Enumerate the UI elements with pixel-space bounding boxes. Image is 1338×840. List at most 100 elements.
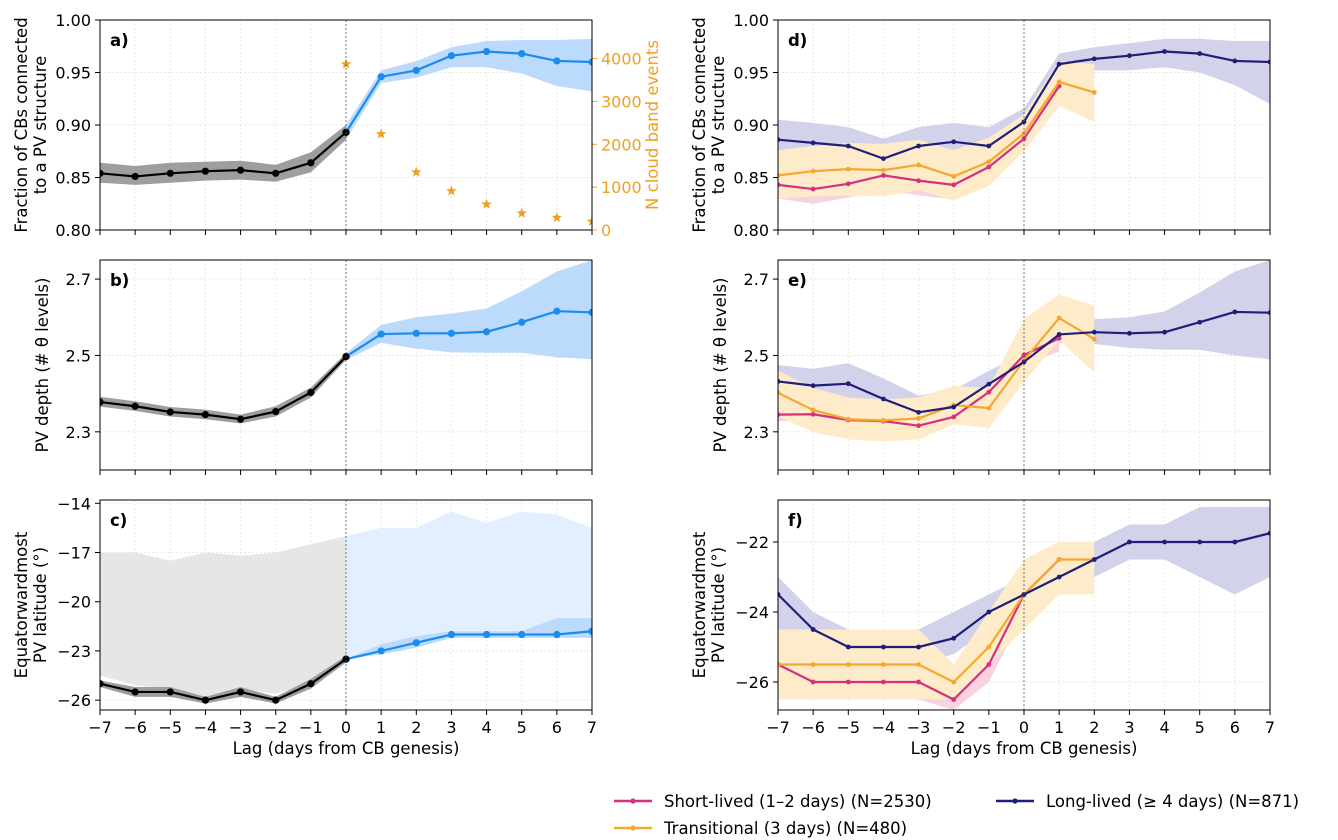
legend-label: Transitional (3 days) (N=480) <box>663 819 907 838</box>
x-tick-label: 3 <box>1124 718 1134 737</box>
x-axis-label: Lag (days from CB genesis) <box>911 739 1138 758</box>
pre-series-point <box>201 696 210 704</box>
series-0-point <box>1127 539 1132 545</box>
series-1-point <box>1021 352 1027 358</box>
panel-a: 0 1000 2000 3000 4000 N cloud band events 0.80… <box>12 11 662 240</box>
post-series-point <box>482 328 491 336</box>
y2-axis-label: N cloud band events <box>643 40 662 210</box>
x-tick-label: 7 <box>1265 718 1275 737</box>
x-tick-label: 1 <box>1054 718 1064 737</box>
panel-letter: c) <box>110 511 127 530</box>
series-2-point <box>986 405 992 411</box>
x-tick-label: 0 <box>341 718 351 737</box>
pre-series-point <box>236 166 245 174</box>
pre-series-point <box>100 680 104 688</box>
panel-letter: b) <box>110 271 129 290</box>
series-1-point <box>951 697 957 702</box>
pre-series-point <box>307 680 315 688</box>
series-2-point <box>951 174 957 179</box>
series-0-point <box>845 644 851 650</box>
panel-letter: e) <box>788 271 807 290</box>
y-tick-label: 0.95 <box>733 64 769 83</box>
y2-tick-label: 1000 <box>601 178 642 197</box>
series-0-point <box>1232 539 1238 545</box>
series-2-line <box>778 80 1095 178</box>
series-2-point <box>881 662 886 667</box>
y-axis-label: PV depth (# θ levels) <box>33 278 52 453</box>
series-1-point <box>1056 335 1062 341</box>
series-0-point <box>951 139 957 145</box>
y2-tick-label: 4000 <box>601 50 642 69</box>
series-2-point <box>1091 90 1097 95</box>
post-series-point <box>447 630 456 639</box>
event-count-star <box>411 166 422 177</box>
series-band <box>778 542 1095 700</box>
pre-series-point <box>272 407 280 416</box>
post-series-point <box>553 630 561 639</box>
series-1-point <box>881 173 886 178</box>
pre-series-point <box>131 172 139 181</box>
series-1-point <box>845 181 851 187</box>
pre-series-point <box>272 696 280 704</box>
y-tick-label: −14 <box>57 494 91 513</box>
y-tick-label: −26 <box>735 673 769 692</box>
y-tick-label: 2.3 <box>744 423 769 442</box>
pre-series-point <box>236 415 245 423</box>
y-axis-label-line2: PV latitude (°) <box>31 547 50 663</box>
pre-series-point <box>272 169 280 177</box>
pre-series-point <box>100 398 104 406</box>
legend-label: Short-lived (1–2 days) (N=2530) <box>664 792 932 811</box>
event-count-star <box>340 58 352 69</box>
series-1-point <box>986 389 992 395</box>
plot-area <box>100 260 592 424</box>
event-count-star <box>551 212 563 223</box>
post-uncertainty-band <box>346 618 592 660</box>
series-0-point <box>810 140 816 146</box>
post-series-point <box>518 630 526 639</box>
post-uncertainty-band <box>346 38 592 140</box>
post-series-point <box>377 647 385 655</box>
x-tick-label: 3 <box>446 718 456 737</box>
event-count-star <box>375 128 387 139</box>
y-tick-label: 0.80 <box>733 221 769 240</box>
series-0-point <box>951 635 957 641</box>
series-0-point <box>986 143 992 149</box>
legend-swatch-marker <box>1012 798 1018 804</box>
pre-series-point <box>307 388 315 397</box>
series-0-point <box>845 143 851 149</box>
series-0-point <box>1091 329 1097 335</box>
post-series-line <box>345 630 592 661</box>
x-tick-label: −5 <box>836 718 860 737</box>
series-0-point <box>1197 51 1203 56</box>
x-tick-label: −2 <box>942 718 966 737</box>
series-band <box>778 260 1270 428</box>
x-tick-label: 2 <box>1089 718 1099 737</box>
series-0-point <box>1127 53 1132 59</box>
series-2-point <box>916 416 921 421</box>
event-count-star <box>446 185 457 196</box>
legend-swatch-marker <box>630 798 636 804</box>
post-series-point <box>588 308 592 316</box>
y-tick-label: −17 <box>57 544 91 563</box>
x-tick-label: 0 <box>1019 718 1029 737</box>
legend-label: Long-lived (≥ 4 days) (N=871) <box>1046 792 1299 811</box>
y2-tick-label: 2000 <box>601 135 642 154</box>
series-1-point <box>916 178 921 184</box>
series-0-point <box>1162 329 1167 335</box>
series-0-point <box>778 379 781 384</box>
plot-area <box>100 511 592 704</box>
post-uncertainty-band <box>346 260 592 361</box>
panel-letter: f) <box>788 511 803 530</box>
post-series-line <box>345 310 592 358</box>
y-axis-label-line2: to a PV structure <box>31 56 50 195</box>
y-tick-label: −20 <box>57 593 91 612</box>
series-1-point <box>951 182 957 188</box>
pre-series-point <box>201 167 210 175</box>
series-2-point <box>881 167 886 173</box>
series-band <box>778 294 1095 442</box>
series-0-point <box>1162 49 1167 54</box>
series-2-point <box>881 417 886 423</box>
post-series-point <box>377 73 385 81</box>
y-axis-label: PV depth (# θ levels) <box>711 278 730 453</box>
series-0-point <box>881 156 886 162</box>
